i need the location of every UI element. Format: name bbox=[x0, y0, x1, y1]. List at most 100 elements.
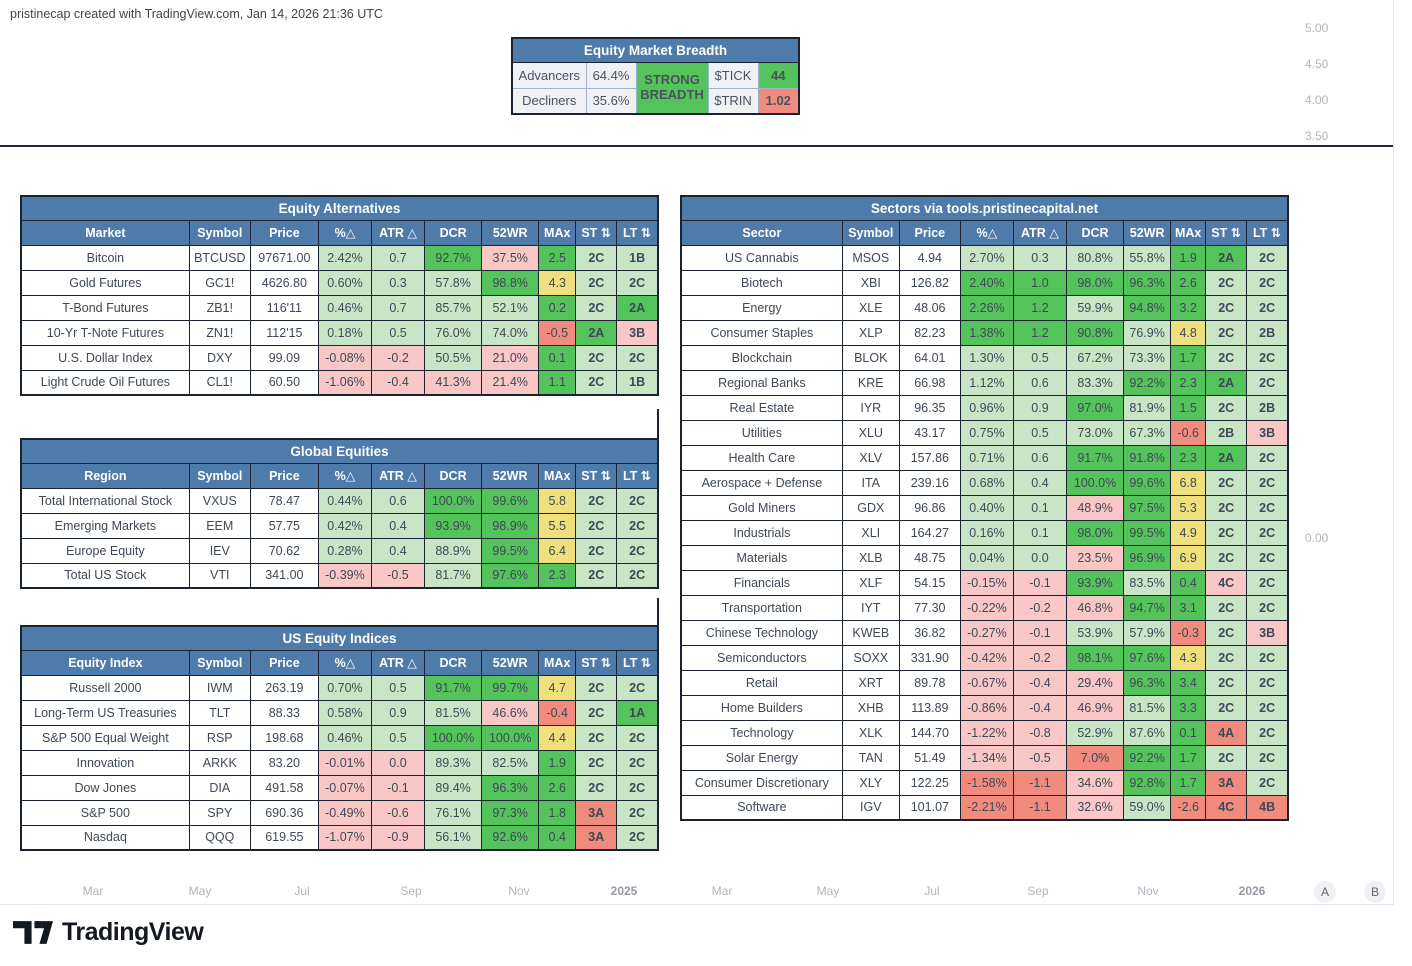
dcr-cell: 56.1% bbox=[424, 824, 483, 851]
row-name-cell: Real Estate bbox=[680, 394, 843, 421]
wr52-cell: 99.5% bbox=[481, 537, 540, 564]
wr52-cell: 99.6% bbox=[1123, 469, 1172, 496]
lt-rating-cell: 2C bbox=[1246, 344, 1289, 371]
column-header: DCR bbox=[424, 219, 483, 246]
st-rating-cell: 2C bbox=[1205, 294, 1248, 321]
row-name-cell: Consumer Staples bbox=[680, 319, 843, 346]
axis-button-a[interactable]: A bbox=[1314, 881, 1336, 903]
wr52-cell: 82.5% bbox=[481, 749, 540, 776]
column-header: %△ bbox=[317, 462, 372, 489]
sortable-column-header[interactable]: ST ⇅ bbox=[575, 649, 618, 676]
lt-rating-cell: 3B bbox=[616, 319, 659, 346]
column-header: 52WR bbox=[481, 649, 540, 676]
st-rating-cell: 2C bbox=[1205, 494, 1248, 521]
price-cell: 70.62 bbox=[249, 537, 319, 564]
symbol-cell: XLI bbox=[841, 519, 900, 546]
pct-change-cell: 0.44% bbox=[317, 487, 372, 514]
pane-separator[interactable] bbox=[0, 145, 1393, 147]
column-header: Symbol bbox=[188, 462, 251, 489]
st-rating-cell: 2C bbox=[1205, 619, 1248, 646]
dcr-cell: 52.9% bbox=[1066, 719, 1125, 746]
x-axis-label: May bbox=[188, 884, 212, 898]
dcr-cell: 100.0% bbox=[424, 724, 483, 751]
dcr-cell: 41.3% bbox=[424, 369, 483, 396]
tradingview-logo[interactable]: TradingView bbox=[13, 918, 204, 947]
wr52-cell: 92.2% bbox=[1123, 744, 1172, 771]
table-row: Chinese Technology KWEB 36.82 -0.27% -0.1 53.… bbox=[680, 619, 1289, 646]
row-name-cell: Energy bbox=[680, 294, 843, 321]
max-cell: 1.9 bbox=[538, 749, 577, 776]
column-header: ATR △ bbox=[1012, 219, 1068, 246]
st-rating-cell: 2C bbox=[1205, 269, 1248, 296]
lt-rating-cell: 2C bbox=[616, 749, 659, 776]
table-row: U.S. Dollar Index DXY 99.09 -0.08% -0.2 50.5%… bbox=[20, 344, 659, 371]
table-row: 10-Yr T-Note Futures ZN1! 112'15 0.18% 0.5 76… bbox=[20, 319, 659, 346]
lt-rating-cell: 2C bbox=[616, 674, 659, 701]
price-cell: 126.82 bbox=[898, 269, 961, 296]
sortable-column-header[interactable]: LT ⇅ bbox=[616, 219, 659, 246]
symbol-cell: XLV bbox=[841, 444, 900, 471]
sortable-column-header[interactable]: ST ⇅ bbox=[575, 219, 618, 246]
dcr-cell: 90.8% bbox=[1066, 319, 1125, 346]
price-cell: 48.75 bbox=[898, 544, 961, 571]
table-row: Financials XLF 54.15 -0.15% -0.1 93.9% 83.5% 0.… bbox=[680, 569, 1289, 596]
wr52-cell: 91.8% bbox=[1123, 444, 1172, 471]
price-cell: 99.09 bbox=[249, 344, 319, 371]
table-row: Total International Stock VXUS 78.47 0.44% 0… bbox=[20, 487, 659, 514]
max-cell: 1.9 bbox=[1170, 244, 1207, 271]
lt-rating-cell: 2C bbox=[1246, 694, 1289, 721]
sortable-column-header[interactable]: ST ⇅ bbox=[1205, 219, 1248, 246]
table-row: Semiconductors SOXX 331.90 -0.42% -0.2 98.1% 9… bbox=[680, 644, 1289, 671]
row-name-cell: Technology bbox=[680, 719, 843, 746]
dcr-cell: 57.8% bbox=[424, 269, 483, 296]
pct-change-cell: -0.67% bbox=[959, 669, 1014, 696]
max-cell: 0.1 bbox=[538, 344, 577, 371]
pct-change-cell: -1.07% bbox=[317, 824, 372, 851]
st-rating-cell: 2C bbox=[1205, 344, 1248, 371]
tick-value: 44 bbox=[757, 61, 800, 89]
pct-change-cell: -0.42% bbox=[959, 644, 1014, 671]
max-cell: 3.2 bbox=[1170, 294, 1207, 321]
lt-rating-cell: 4B bbox=[1246, 794, 1289, 821]
lt-rating-cell: 1B bbox=[616, 369, 659, 396]
row-name-cell: Materials bbox=[680, 544, 843, 571]
row-name-cell: Dow Jones bbox=[20, 774, 190, 801]
pct-change-cell: 0.16% bbox=[959, 519, 1014, 546]
max-cell: 1.1 bbox=[538, 369, 577, 396]
st-rating-cell: 2C bbox=[1205, 394, 1248, 421]
sortable-column-header[interactable]: ST ⇅ bbox=[575, 462, 618, 489]
pct-change-cell: 0.18% bbox=[317, 319, 373, 346]
sortable-column-header[interactable]: LT ⇅ bbox=[616, 462, 659, 489]
table-row: Emerging Markets EEM 57.75 0.42% 0.4 93.9% 98.… bbox=[20, 512, 659, 539]
st-rating-cell: 2C bbox=[1205, 519, 1248, 546]
price-cell: 4.94 bbox=[898, 244, 961, 271]
column-header: 52WR bbox=[481, 462, 540, 489]
lt-rating-cell: 2C bbox=[1246, 594, 1289, 621]
pct-change-cell: 1.12% bbox=[959, 369, 1014, 396]
row-name-cell: Industrials bbox=[680, 519, 843, 546]
st-rating-cell: 2C bbox=[575, 269, 618, 296]
max-cell: -0.5 bbox=[538, 319, 577, 346]
lt-rating-cell: 2C bbox=[1246, 494, 1289, 521]
atr-change-cell: 0.5 bbox=[1012, 344, 1068, 371]
table-row: Technology XLK 144.70 -1.22% -0.8 52.9% 87.6% 0… bbox=[680, 719, 1289, 746]
sortable-column-header[interactable]: LT ⇅ bbox=[616, 649, 659, 676]
max-cell: 1.7 bbox=[1170, 769, 1207, 796]
st-rating-cell: 2B bbox=[1205, 419, 1248, 446]
axis-button-b[interactable]: B bbox=[1364, 881, 1386, 903]
y-axis-label: 4.00 bbox=[1305, 93, 1329, 107]
row-name-cell: Chinese Technology bbox=[680, 619, 843, 646]
symbol-cell: BTCUSD bbox=[188, 244, 251, 271]
row-name-cell: U.S. Dollar Index bbox=[20, 344, 190, 371]
table-row: Bitcoin BTCUSD 97671.00 2.42% 0.7 92.7% 37.5% 2… bbox=[20, 244, 659, 271]
atr-change-cell: 0.4 bbox=[370, 512, 426, 539]
max-cell: 2.6 bbox=[538, 774, 577, 801]
sortable-column-header[interactable]: LT ⇅ bbox=[1246, 219, 1289, 246]
y-axis-label: 3.50 bbox=[1305, 129, 1329, 143]
table-edge-line bbox=[657, 598, 659, 625]
row-name-cell: 10-Yr T-Note Futures bbox=[20, 319, 190, 346]
symbol-cell: SPY bbox=[188, 799, 251, 826]
snapshot-credit: pristinecap created with TradingView.com… bbox=[10, 7, 383, 21]
column-header: ATR △ bbox=[370, 462, 426, 489]
